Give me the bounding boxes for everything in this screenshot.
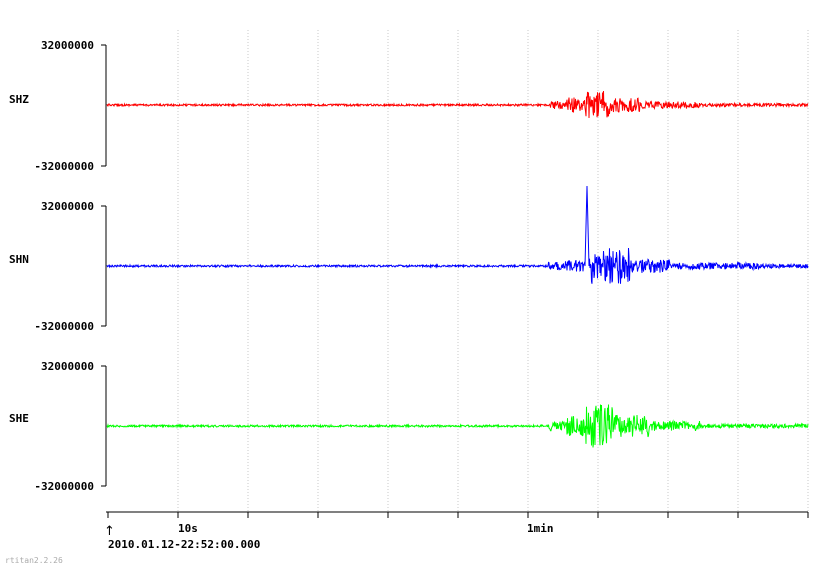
- channel-shn: 32000000 -32000000 SHN: [9, 185, 809, 333]
- time-axis-ticks: [107, 512, 809, 518]
- channel-label-shn: SHN: [9, 253, 29, 266]
- channel-shz: 32000000 -32000000 SHZ: [9, 39, 809, 173]
- watermark: rtitan2.2.26: [5, 556, 63, 565]
- ymax-label-she: 32000000: [41, 360, 94, 373]
- start-time-label: 2010.01.12-22:52:00.000: [108, 538, 260, 551]
- ymax-label-shn: 32000000: [41, 200, 94, 213]
- channel-label-shz: SHZ: [9, 93, 29, 106]
- channel-label-she: SHE: [9, 412, 29, 425]
- time-axis: 10s 1min ↑ 2010.01.12-22:52:00.000: [104, 511, 809, 551]
- time-gridlines: [177, 30, 809, 512]
- start-arrow-icon: ↑: [104, 524, 115, 539]
- ymin-label-shz: -32000000: [34, 160, 94, 173]
- ymin-label-she: -32000000: [34, 480, 94, 493]
- trace-shz: [106, 90, 809, 119]
- channel-she: 32000000 -32000000 SHE: [9, 360, 809, 493]
- ymax-label-shz: 32000000: [41, 39, 94, 52]
- x-tick-label-1min: 1min: [527, 522, 554, 535]
- trace-shn: [106, 185, 809, 284]
- trace-she: [106, 404, 809, 448]
- x-tick-label-10s: 10s: [178, 522, 198, 535]
- ymin-label-shn: -32000000: [34, 320, 94, 333]
